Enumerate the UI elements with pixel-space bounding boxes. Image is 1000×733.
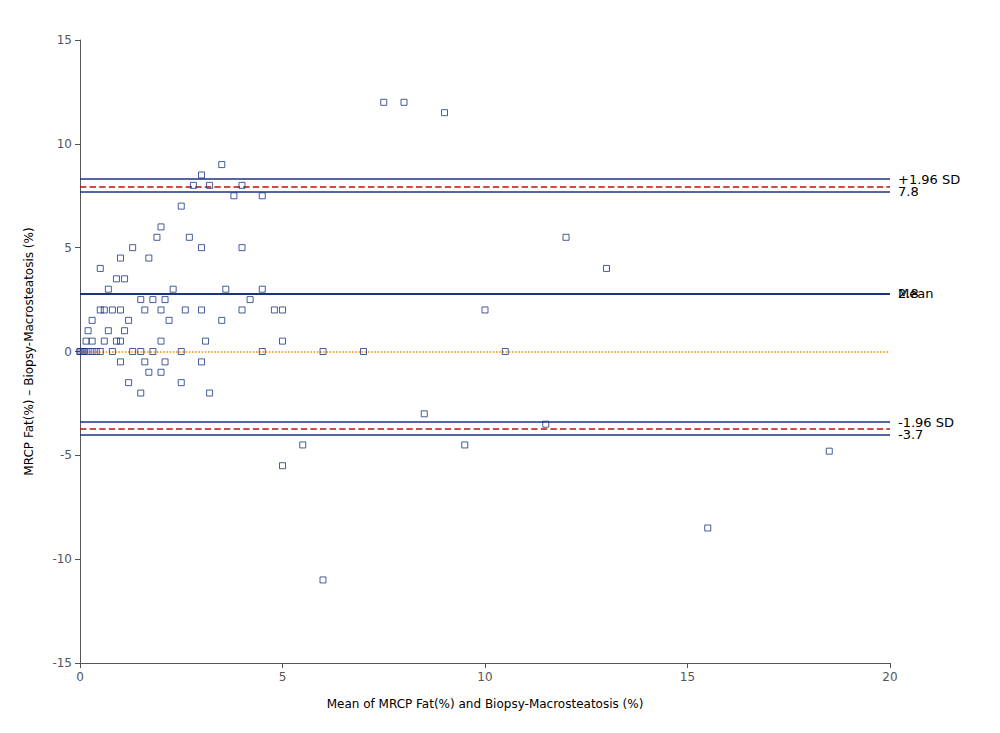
svg-text:10: 10 (477, 670, 492, 684)
svg-text:15: 15 (57, 33, 72, 47)
svg-text:2.8: 2.8 (898, 286, 919, 301)
svg-text:-10: -10 (52, 552, 72, 566)
svg-text:10: 10 (57, 137, 72, 151)
svg-text:Mean of MRCP Fat(%) and Biopsy: Mean of MRCP Fat(%) and Biopsy-Macrostea… (327, 697, 644, 711)
svg-text:+1.96 SD: +1.96 SD (898, 171, 961, 187)
svg-text:Mean: Mean (898, 286, 933, 301)
svg-text:7.8: 7.8 (898, 184, 919, 199)
svg-text:0: 0 (76, 670, 84, 684)
svg-text:-5: -5 (60, 448, 72, 462)
svg-text:15: 15 (680, 670, 695, 684)
svg-text:20: 20 (882, 670, 897, 684)
svg-text:-1.96 SD: -1.96 SD (898, 414, 954, 430)
svg-text:MRCP Fat(%) – Biopsy-Macrostea: MRCP Fat(%) – Biopsy-Macrosteatosis (%) (22, 227, 36, 475)
svg-text:-15: -15 (52, 656, 72, 670)
svg-text:0: 0 (64, 345, 72, 359)
svg-text:5: 5 (64, 241, 72, 255)
svg-text:-3.7: -3.7 (898, 427, 923, 442)
svg-text:5: 5 (279, 670, 287, 684)
